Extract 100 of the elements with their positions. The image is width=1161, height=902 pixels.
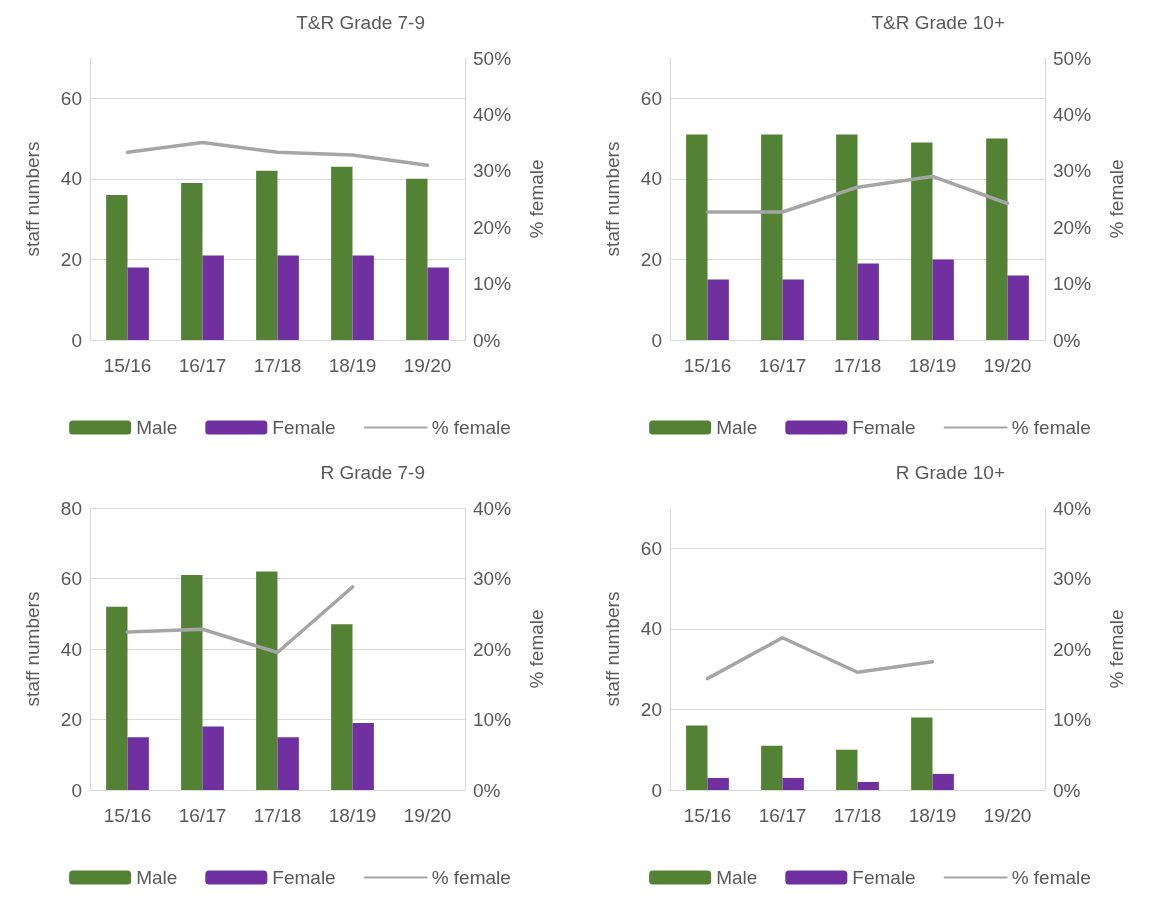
legend-label: % female [1011,417,1091,438]
y2-tick-label: 10% [1053,273,1092,295]
x-tick-label: 18/19 [908,355,957,376]
y2-tick-label: 0% [1053,329,1081,351]
y-tick-label: 40 [640,168,662,190]
legend-label: Male [716,867,758,888]
y2-tick-label: 40% [473,497,512,519]
y2-tick-label: 10% [1053,709,1092,730]
bar [932,259,954,340]
bar [761,134,783,340]
x-tick-label: 16/17 [758,355,807,376]
y-axis-title: staff numbers [602,591,623,707]
line-series [705,635,935,681]
x-tick-label: 17/18 [833,355,882,376]
y-tick-label: 20 [60,709,82,730]
bar [782,777,804,790]
bar [202,726,224,790]
bar [782,279,804,340]
y2-tick-label: 0% [473,779,501,801]
bar [352,255,374,340]
bar [331,624,353,790]
y-tick-label: 20 [640,248,662,270]
y-tick-label: 60 [640,537,662,559]
x-tick-label: 19/20 [983,355,1032,376]
bar [686,725,708,790]
bar [127,267,149,340]
y2-tick-label: 40% [1053,103,1092,125]
bar [986,138,1008,340]
y-tick-label: 40 [60,638,82,660]
bar [1007,275,1029,340]
legend-label: Male [716,417,758,438]
bar [857,781,879,790]
bar [932,773,954,790]
y-axis-title: staff numbers [602,141,623,257]
chart-title: T&R Grade 10+ [871,12,1005,33]
y2-tick-label: 20% [1053,216,1092,238]
y-tick-label: 0 [71,329,82,351]
x-tick-label: 19/20 [403,355,452,376]
legend-label: Male [136,417,178,438]
x-tick-label: 15/16 [103,355,152,376]
bar [911,717,933,790]
y2-tick-label: 10% [473,709,512,730]
y-tick-label: 40 [60,168,82,190]
bar [707,777,729,790]
y2-axis-title: % female [526,159,547,239]
bar [857,263,879,340]
y2-axis-title: % female [526,609,547,689]
bar [686,134,708,340]
bar [202,255,224,340]
bar [331,166,353,340]
legend-label: Female [272,417,336,438]
y-tick-label: 40 [640,618,662,640]
chart-title: R Grade 7-9 [320,462,425,483]
y-tick-label: 0 [651,329,662,351]
y-tick-label: 60 [640,87,662,109]
x-tick-label: 17/18 [833,805,882,826]
bar [406,178,428,340]
y-tick-label: 60 [60,568,82,589]
x-tick-label: 19/20 [983,805,1032,826]
y-tick-label: 0 [71,779,82,801]
y2-tick-label: 20% [1053,638,1092,660]
bar [836,134,858,340]
y2-axis-title: % female [1106,159,1127,239]
y-axis-title: staff numbers [22,591,43,707]
y2-tick-label: 10% [473,273,512,295]
line-series [705,174,1010,214]
x-tick-label: 16/17 [178,805,227,826]
y2-tick-label: 20% [473,216,512,238]
y2-tick-label: 50% [473,47,512,69]
y2-tick-label: 0% [1053,779,1081,801]
bar [256,571,278,790]
legend-label: Female [852,867,916,888]
legend-label: % female [431,867,511,888]
y2-tick-label: 50% [1053,47,1092,69]
y-tick-label: 80 [60,497,82,519]
x-tick-label: 17/18 [253,805,302,826]
y2-tick-label: 40% [1053,497,1092,519]
chart-title: T&R Grade 7-9 [296,12,425,33]
x-tick-label: 15/16 [683,355,732,376]
y2-tick-label: 0% [473,329,501,351]
line-series [125,140,430,167]
y2-axis-title: % female [1106,609,1127,689]
y-tick-label: 60 [60,87,82,109]
bar [352,723,374,790]
legend-label: Female [852,417,916,438]
bar [181,182,203,340]
y2-tick-label: 40% [473,103,512,125]
bar [106,194,128,340]
y2-tick-label: 20% [473,638,512,660]
x-tick-label: 15/16 [683,805,732,826]
y-tick-label: 20 [60,248,82,270]
x-tick-label: 16/17 [758,805,807,826]
bar [427,267,449,340]
x-tick-label: 16/17 [178,355,227,376]
y2-tick-label: 30% [1053,160,1092,182]
y2-tick-label: 30% [473,160,512,182]
legend-label: % female [431,417,511,438]
line-series [125,585,355,655]
x-tick-label: 18/19 [328,355,377,376]
bar [181,574,203,790]
